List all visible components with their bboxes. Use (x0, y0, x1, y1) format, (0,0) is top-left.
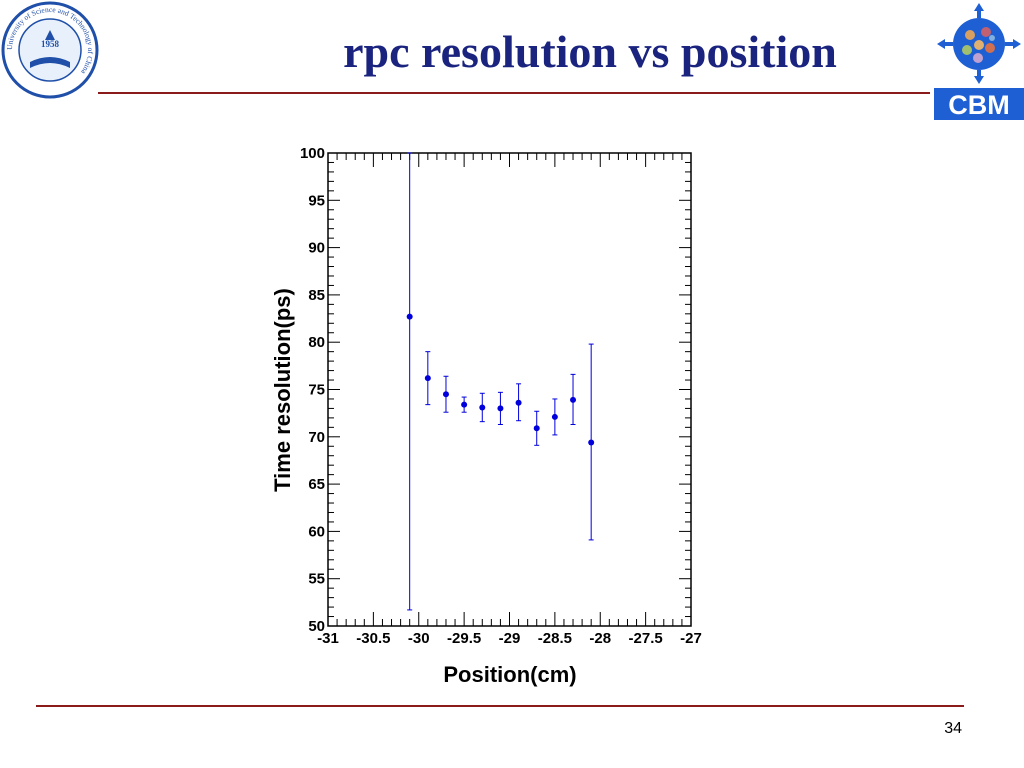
y-tick-labels: 50 55 60 65 70 75 80 85 90 95 100 (300, 145, 325, 635)
x-tick-label: -31 (317, 630, 339, 647)
x-tick-label: -30 (408, 630, 430, 647)
y-tick-label: 60 (308, 523, 325, 540)
cbm-banner (934, 88, 1024, 120)
x-tick-label: -28.5 (538, 630, 572, 647)
cbm-logo: CBM (934, 0, 1024, 120)
data-point (442, 391, 449, 398)
page-number: 34 (944, 720, 962, 737)
y-tick-label: 70 (308, 429, 325, 446)
plot-frame (327, 152, 692, 627)
y-tick-label: 95 (308, 192, 325, 209)
x-tick-label: -29.5 (447, 630, 481, 647)
y-tick-label: 55 (308, 571, 325, 588)
x-tick-label: -29 (499, 630, 521, 647)
slide-title: rpc resolution vs position (343, 26, 837, 77)
flame-icon (45, 30, 55, 40)
y-axis-label: Time resolution(ps) (270, 288, 295, 492)
x-tick-label: -30.5 (356, 630, 390, 647)
x-axis-label: Position(cm) (443, 662, 576, 687)
x-tick-label: -27.5 (629, 630, 663, 647)
x-tick-labels: -31 -30.5 -30 -29.5 -29 -28.5 -28 -27.5 -27 (317, 630, 702, 647)
particle-cluster-icon (962, 27, 995, 63)
footer-divider (36, 705, 964, 707)
data-points (406, 152, 595, 611)
data-point (479, 404, 486, 411)
data-point (588, 439, 595, 446)
y-tick-label: 85 (308, 287, 325, 304)
university-logo: University of Science and Technology of … (1, 1, 99, 99)
data-point (551, 413, 558, 420)
x-tick-label: -27 (680, 630, 702, 647)
data-point (461, 401, 468, 408)
seal-year: 1958 (41, 39, 60, 49)
data-point (533, 425, 540, 432)
x-tick-label: -28 (589, 630, 611, 647)
data-point (406, 313, 413, 320)
y-tick-label: 50 (308, 618, 325, 635)
title-divider (98, 92, 930, 94)
axis-ticks (327, 152, 692, 627)
y-tick-label: 75 (308, 382, 325, 399)
y-tick-label: 100 (300, 145, 325, 162)
book-icon (30, 57, 70, 68)
y-tick-label: 80 (308, 334, 325, 351)
resolution-chart: -31 -30.5 -30 -29.5 -29 -28.5 -28 -27.5 -27 50 55… (270, 145, 702, 687)
y-tick-label: 90 (308, 240, 325, 257)
y-tick-label: 65 (308, 476, 325, 493)
data-point (424, 375, 431, 382)
data-point (497, 405, 504, 412)
data-point (515, 399, 522, 406)
cbm-label: CBM (948, 90, 1010, 120)
data-point (570, 396, 577, 403)
